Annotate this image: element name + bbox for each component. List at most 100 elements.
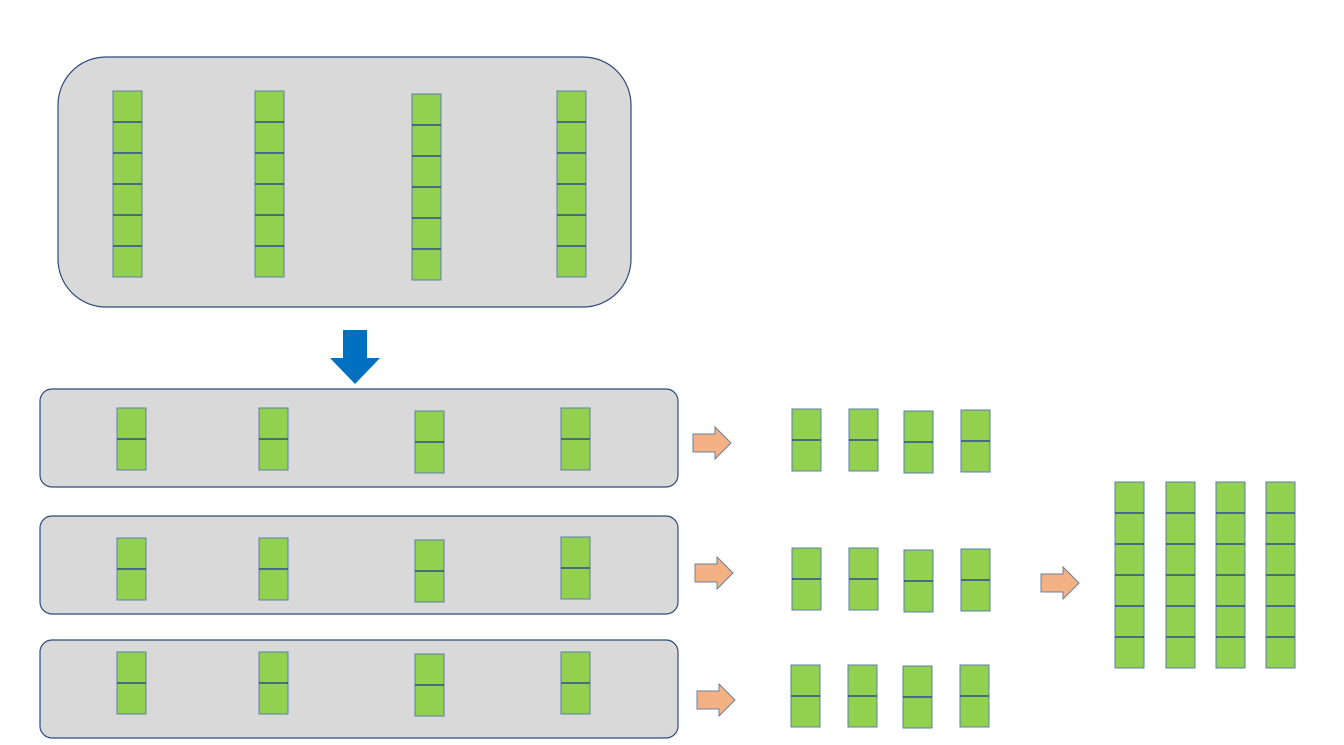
data-block	[848, 547, 879, 580]
data-block	[1215, 543, 1246, 576]
data-block	[116, 568, 147, 601]
data-block	[1265, 605, 1296, 638]
data-block	[1114, 605, 1145, 638]
data-block	[959, 695, 990, 728]
data-block	[903, 410, 934, 443]
data-block	[847, 664, 878, 697]
panel-background	[57, 56, 632, 308]
split-panel	[39, 515, 679, 615]
data-block	[258, 682, 289, 715]
intermediate-column	[960, 409, 991, 473]
data-block	[258, 651, 289, 684]
data-block	[556, 121, 587, 154]
data-block	[1165, 605, 1196, 638]
data-block	[556, 152, 587, 185]
data-block	[902, 665, 933, 698]
data-block	[411, 217, 442, 250]
split-column	[560, 407, 591, 471]
intermediate-group	[791, 408, 991, 474]
result-column	[1265, 481, 1296, 669]
source-panel	[57, 56, 632, 308]
intermediate-column	[790, 664, 821, 728]
intermediate-column	[902, 665, 933, 729]
data-block	[1114, 636, 1145, 669]
intermediate-column	[791, 547, 822, 611]
data-block	[790, 664, 821, 697]
split-column	[414, 653, 445, 717]
data-block	[848, 578, 879, 611]
data-block	[959, 664, 990, 697]
data-block	[1114, 543, 1145, 576]
panel-background	[39, 515, 679, 615]
data-block	[1265, 574, 1296, 607]
intermediate-group	[790, 664, 990, 729]
data-block	[258, 438, 289, 471]
data-block	[254, 214, 285, 247]
split-column	[116, 407, 147, 471]
data-block	[903, 549, 934, 582]
intermediate-column	[960, 548, 991, 612]
data-block	[960, 579, 991, 612]
data-block	[116, 651, 147, 684]
split-column	[258, 651, 289, 715]
data-block	[1215, 574, 1246, 607]
data-block	[960, 409, 991, 442]
data-block	[791, 578, 822, 611]
arrow-right-icon	[694, 555, 734, 591]
arrow-right-icon	[1040, 565, 1080, 601]
source-column	[112, 90, 143, 278]
intermediate-column	[903, 410, 934, 474]
data-block	[116, 682, 147, 715]
split-column	[258, 407, 289, 471]
panel-background	[39, 639, 679, 739]
data-block	[258, 407, 289, 440]
data-block	[411, 186, 442, 219]
panel-background	[39, 388, 679, 488]
data-block	[1165, 574, 1196, 607]
split-column	[414, 539, 445, 603]
data-block	[414, 684, 445, 717]
split-panel	[39, 388, 679, 488]
source-column	[556, 90, 587, 278]
data-block	[1114, 481, 1145, 514]
data-block	[556, 214, 587, 247]
split-column	[116, 537, 147, 601]
data-block	[254, 121, 285, 154]
data-block	[414, 570, 445, 603]
data-block	[1265, 512, 1296, 545]
data-block	[902, 696, 933, 729]
data-block	[254, 183, 285, 216]
intermediate-column	[791, 408, 822, 472]
split-column	[414, 410, 445, 474]
data-block	[560, 536, 591, 569]
data-block	[791, 439, 822, 472]
data-block	[1215, 481, 1246, 514]
data-block	[791, 547, 822, 580]
data-block	[1215, 512, 1246, 545]
data-block	[903, 580, 934, 613]
split-column	[258, 537, 289, 601]
data-block	[848, 439, 879, 472]
data-block	[414, 653, 445, 686]
data-block	[847, 695, 878, 728]
data-block	[112, 214, 143, 247]
data-block	[790, 695, 821, 728]
data-block	[1165, 636, 1196, 669]
data-block	[1215, 605, 1246, 638]
source-column	[254, 90, 285, 278]
data-block	[1265, 481, 1296, 514]
data-block	[414, 441, 445, 474]
intermediate-column	[848, 547, 879, 611]
data-block	[960, 548, 991, 581]
data-block	[1114, 512, 1145, 545]
data-block	[1165, 543, 1196, 576]
data-block	[112, 90, 143, 123]
arrow-down-icon	[330, 330, 380, 384]
arrow-right-icon	[692, 425, 732, 461]
result-column	[1215, 481, 1246, 669]
data-block	[556, 245, 587, 278]
intermediate-column	[847, 664, 878, 728]
data-block	[1165, 481, 1196, 514]
data-block	[112, 152, 143, 185]
data-block	[116, 537, 147, 570]
